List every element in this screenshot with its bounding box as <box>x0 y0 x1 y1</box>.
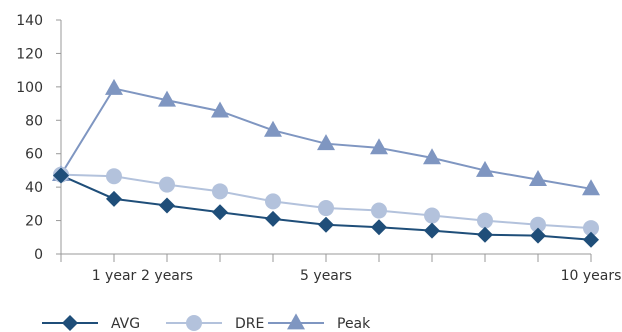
legend-label-avg: AVG <box>111 316 140 332</box>
point-avg-8 <box>477 226 493 243</box>
y-tick-label-20: 20 <box>25 214 43 230</box>
point-peak-10 <box>582 179 600 196</box>
point-avg-7 <box>424 222 440 239</box>
chart-axes: 0 20 40 60 80 100 120 140 1 year 2 years 5 years 10… <box>16 13 621 284</box>
x-tick-label-2: 5 years <box>300 268 352 284</box>
point-dre-10 <box>583 220 599 237</box>
legend-label-peak: Peak <box>337 316 371 332</box>
point-dre-1 <box>106 168 122 185</box>
legend-label-dre: DRE <box>235 316 264 332</box>
point-avg-0 <box>53 167 69 184</box>
y-tick-label-40: 40 <box>25 180 43 196</box>
point-peak-4 <box>264 120 282 137</box>
point-avg-2 <box>159 197 175 214</box>
legend-marker-dre <box>186 315 202 331</box>
point-peak-6 <box>370 138 388 155</box>
x-tick-label-3: 10 years <box>561 268 622 284</box>
legend-marker-peak <box>287 313 305 330</box>
x-tick-label-0: 1 year <box>92 268 137 284</box>
point-avg-10 <box>583 231 599 248</box>
point-avg-9 <box>530 227 546 244</box>
point-dre-9 <box>530 216 546 233</box>
y-tick-label-0: 0 <box>34 247 43 263</box>
legend-marker-avg <box>62 315 78 331</box>
point-peak-9 <box>529 170 547 187</box>
point-avg-4 <box>265 210 281 227</box>
point-peak-2 <box>158 90 176 107</box>
point-dre-5 <box>318 200 334 217</box>
y-tick-label-140: 140 <box>16 13 43 29</box>
y-tick-label-120: 120 <box>16 46 43 62</box>
chart-legend: AVG DRE Peak <box>42 313 371 332</box>
point-dre-8 <box>477 212 493 229</box>
point-avg-5 <box>318 216 334 233</box>
point-dre-6 <box>371 202 387 219</box>
x-tick-label-1: 2 years <box>141 268 193 284</box>
y-tick-label-60: 60 <box>25 147 43 163</box>
point-peak-1 <box>105 78 123 95</box>
point-peak-3 <box>211 101 229 118</box>
y-tick-label-80: 80 <box>25 113 43 129</box>
point-peak-5 <box>317 134 335 151</box>
point-avg-3 <box>212 204 228 221</box>
point-peak-7 <box>423 148 441 165</box>
point-dre-7 <box>424 207 440 224</box>
point-avg-1 <box>106 190 122 207</box>
series-markers <box>52 78 600 248</box>
point-dre-3 <box>212 183 228 200</box>
y-tick-label-100: 100 <box>16 80 43 96</box>
point-dre-4 <box>265 193 281 210</box>
point-dre-2 <box>159 176 175 193</box>
point-avg-6 <box>371 219 387 236</box>
point-peak-8 <box>476 160 494 177</box>
